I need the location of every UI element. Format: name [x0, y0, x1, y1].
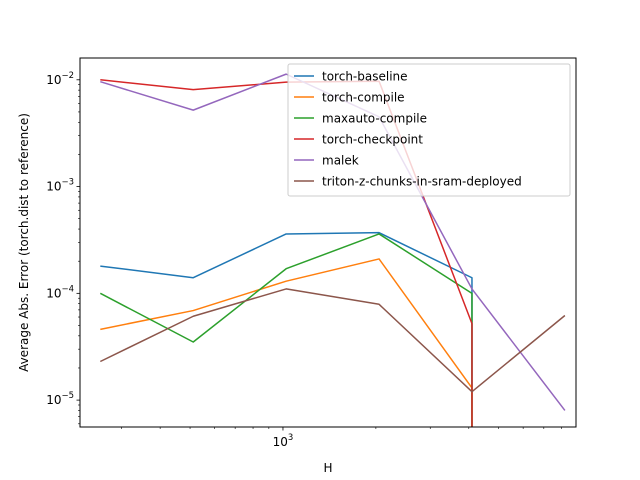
legend-label-torch-checkpoint: torch-checkpoint [322, 133, 423, 147]
y-tick-label: 10−3 [46, 178, 74, 194]
legend: torch-baseline torch-compile maxauto-compi… [287, 63, 571, 197]
y-tick-label: 10−4 [46, 284, 74, 300]
y-tick-label: 10−5 [46, 391, 74, 407]
y-axis-label: Average Abs. Error (torch.dist to refere… [17, 113, 31, 372]
legend-label-torch-baseline: torch-baseline [322, 70, 408, 84]
series-line-triton-z-chunks-in-sram-deployed [99, 288, 566, 393]
legend-label-triton-z-chunks-in-sram-deployed: triton-z-chunks-in-sram-deployed [322, 175, 522, 189]
legend-label-torch-compile: torch-compile [322, 91, 405, 105]
x-axis-label: H [323, 461, 332, 475]
legend-box [287, 63, 571, 197]
y-tick-label: 10−2 [46, 71, 74, 87]
ticks-layer: 103 10−5 10−4 10−3 10−2 [46, 71, 563, 449]
legend-label-maxauto-compile: maxauto-compile [322, 112, 427, 126]
x-tick-label: 103 [273, 433, 294, 449]
series-line-maxauto-compile [99, 233, 473, 427]
legend-label-malek: malek [322, 154, 359, 168]
